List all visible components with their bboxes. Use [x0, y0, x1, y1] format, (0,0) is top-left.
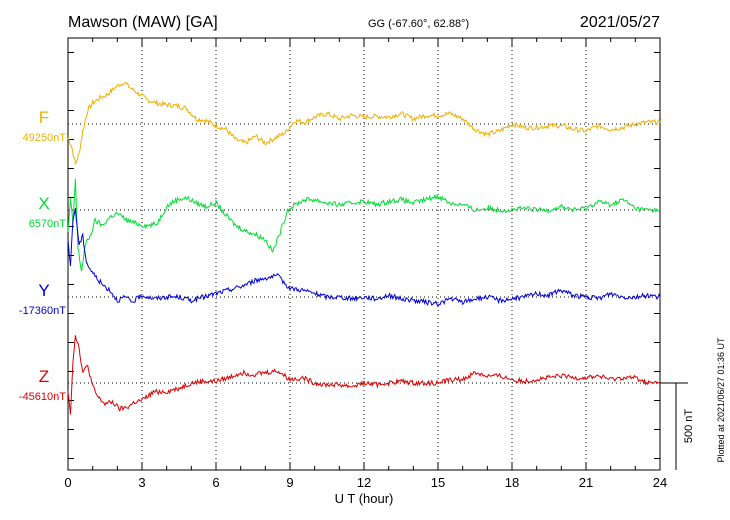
series-line-y	[67, 208, 661, 308]
series-line-z	[67, 335, 661, 415]
series-lines	[67, 81, 661, 415]
geographic-coordinates: GG (-67.60°, 62.88°)	[368, 18, 469, 30]
y-minor-ticks	[68, 52, 660, 459]
x-axis: 0 3 6 9 12 15 18 21 24	[64, 38, 667, 490]
x-tick-label-0: 0	[64, 475, 71, 490]
series-baseline-value-z: -45610nT	[19, 391, 66, 403]
series-name-y: Y	[38, 281, 49, 300]
series-name-z: Z	[39, 367, 49, 386]
series-line-x	[67, 178, 661, 272]
plot-date: 2021/05/27	[580, 14, 660, 31]
x-tick-label-24: 24	[653, 475, 667, 490]
x-tick-label-3: 3	[138, 475, 145, 490]
series-baseline-value-y: -17360nT	[19, 305, 66, 317]
x-tick-label-18: 18	[505, 475, 519, 490]
x-tick-label-12: 12	[357, 475, 371, 490]
x-axis-label: U T (hour)	[335, 491, 394, 506]
plotted-timestamp: Plotted at 2021/06/27 01:36 UT	[716, 337, 726, 463]
scale-bar-label: 500 nT	[683, 409, 695, 444]
vertical-grid	[141, 38, 587, 470]
series-name-x: X	[38, 194, 49, 213]
series-baseline-value-f: 49250nT	[23, 132, 67, 144]
x-tick-label-21: 21	[579, 475, 593, 490]
station-title: Mawson (MAW) [GA]	[68, 14, 218, 31]
scale-bar: 500 nT	[660, 382, 695, 470]
series-line-f	[67, 81, 661, 166]
series-labels: F 49250nT X 6570nT Y -17360nT Z -45610nT	[19, 108, 66, 403]
x-tick-label-9: 9	[286, 475, 293, 490]
series-name-f: F	[39, 108, 49, 127]
series-baseline-value-x: 6570nT	[29, 218, 67, 230]
x-tick-label-6: 6	[212, 475, 219, 490]
x-tick-label-15: 15	[431, 475, 445, 490]
